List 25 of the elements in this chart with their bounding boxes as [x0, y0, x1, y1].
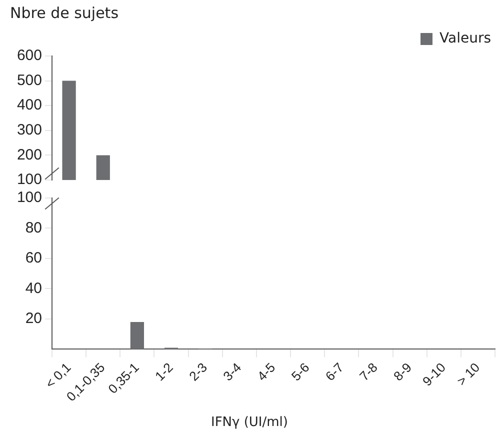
x-tick-label: 8-9: [390, 360, 414, 384]
x-tick-label: 6-7: [322, 360, 346, 384]
x-tick-label: 7-8: [356, 360, 380, 384]
x-tick-label: 9-10: [420, 360, 449, 389]
x-tick-label: > 10: [454, 360, 483, 389]
legend-label: Valeurs: [440, 30, 492, 47]
x-tick-label: 4-5: [254, 360, 278, 384]
x-tick-label: 2-3: [186, 360, 210, 384]
y-tick-label: 20: [25, 310, 42, 328]
y-tick-label: 100: [16, 171, 42, 188]
y-tick-label: 40: [25, 280, 42, 297]
y-axis-title: Nbre de sujets: [10, 4, 119, 22]
y-tick-label: 400: [16, 96, 42, 114]
y-tick-label: 600: [16, 47, 42, 64]
y-tick-label: 300: [16, 122, 42, 139]
bar: [130, 322, 144, 350]
y-tick-label: 100: [16, 189, 42, 206]
x-axis-title: IFNγ (UI/ml): [210, 415, 289, 430]
x-tick-label: 5-6: [288, 360, 312, 384]
x-tick-label: 1-2: [152, 360, 176, 384]
y-tick-label: 60: [25, 250, 42, 267]
y-tick-label: 500: [16, 72, 42, 89]
y-tick-label: 200: [16, 146, 42, 164]
x-tick-label: 3-4: [220, 360, 244, 384]
y-tick-label: 80: [25, 219, 42, 236]
